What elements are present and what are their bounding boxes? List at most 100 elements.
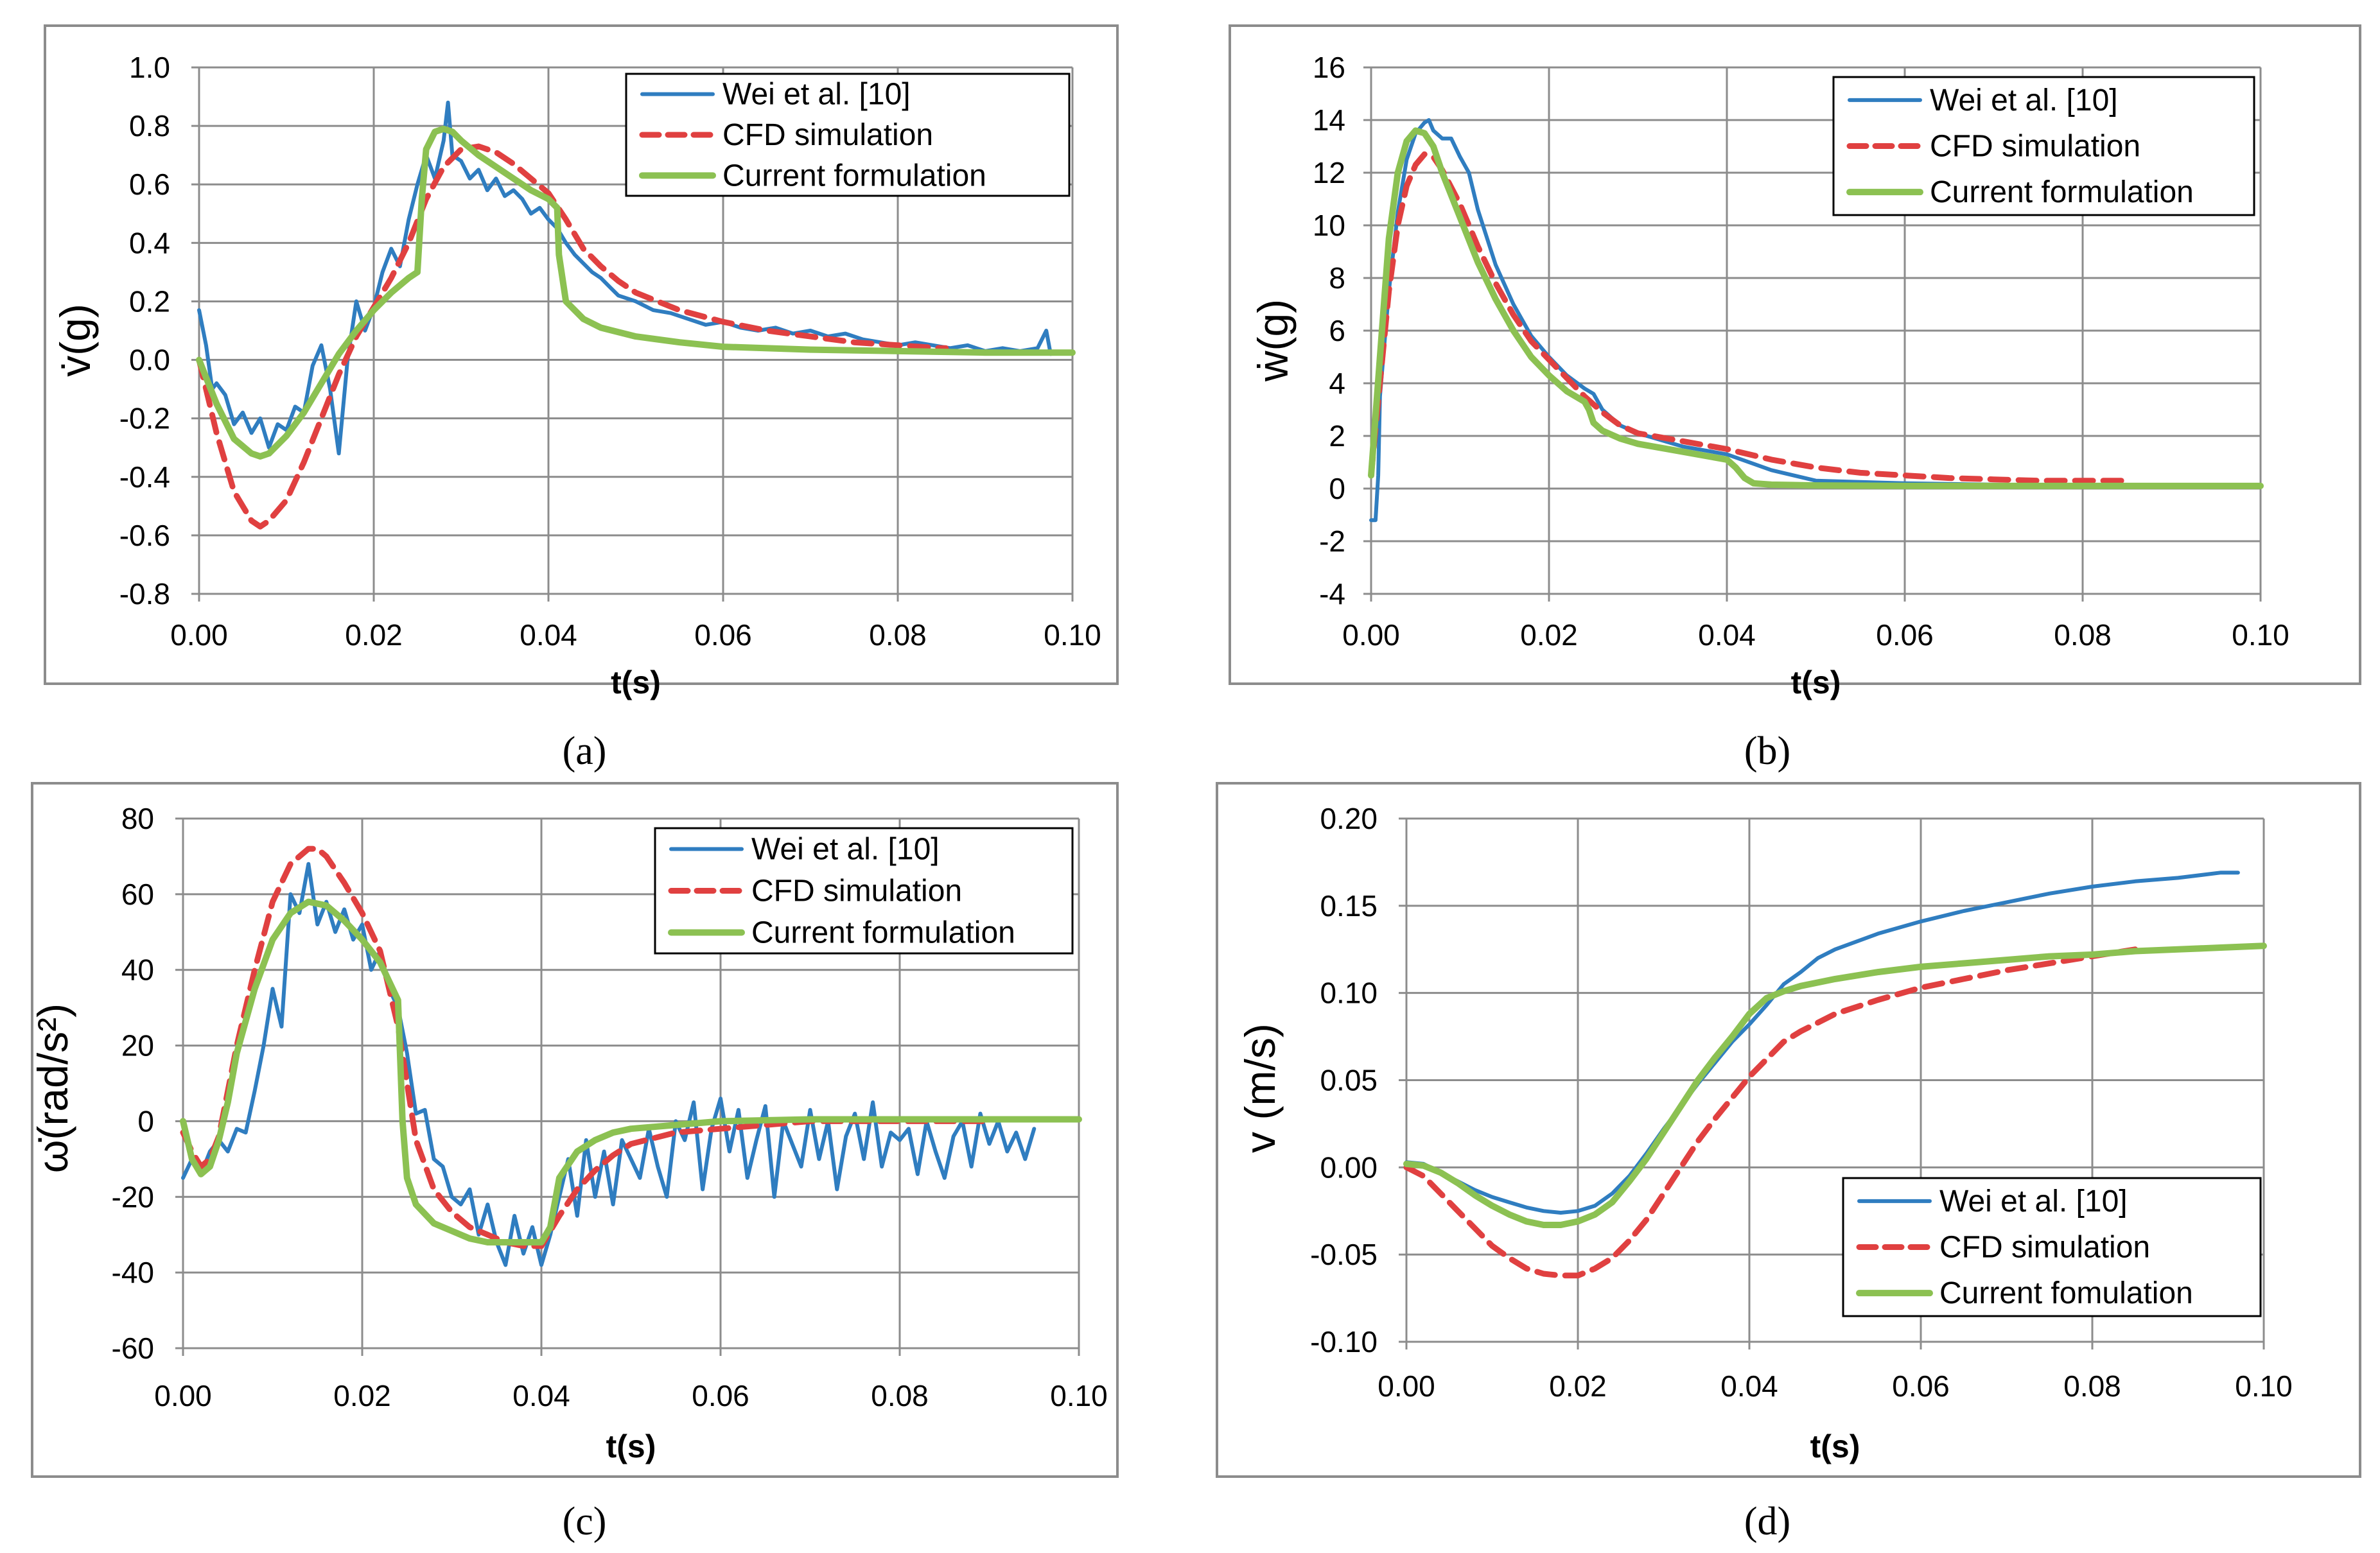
panel-caption: (b) (1744, 729, 1790, 773)
x-tick-label: 0.02 (1549, 1369, 1607, 1403)
x-tick-label: 0.04 (1698, 618, 1756, 652)
legend-label: Wei et al. [10] (1930, 83, 2118, 117)
y-tick-label: 0 (137, 1104, 154, 1138)
series-line-wei (1404, 871, 2240, 1215)
x-tick-label: 0.08 (2063, 1369, 2121, 1403)
legend-label: Current formulation (751, 916, 1015, 950)
chart-frame (44, 24, 1119, 685)
x-tick-label: 0.10 (2232, 618, 2289, 652)
y-tick-label: -20 (112, 1180, 154, 1213)
legend: Wei et al. [10] CFD simulation Current for… (1832, 76, 2255, 216)
y-tick-label: 20 (121, 1029, 154, 1063)
y-tick-label: 6 (1329, 314, 1345, 347)
y-tick-label: 2 (1329, 419, 1345, 453)
panel-caption: (d) (1744, 1500, 1790, 1543)
y-tick-label: 10 (1313, 209, 1345, 242)
panel-caption: (a) (563, 729, 607, 773)
x-tick-label: 0.08 (2054, 618, 2112, 652)
series-line-wei (197, 100, 1053, 456)
y-axis-label: v (m/s) (1236, 1023, 1284, 1153)
y-tick-label: 60 (121, 878, 154, 911)
y-tick-label: -0.05 (1310, 1238, 1378, 1271)
x-tick-label: 0.00 (170, 618, 228, 652)
y-tick-label: -4 (1319, 577, 1345, 611)
x-tick-label: 0.06 (692, 1379, 749, 1412)
y-tick-label: -40 (112, 1256, 154, 1289)
legend-label: Current formulation (722, 159, 986, 193)
y-tick-label: 0.10 (1320, 976, 1378, 1010)
x-axis-label: t(s) (1791, 664, 1841, 700)
x-tick-label: 0.06 (1892, 1369, 1950, 1403)
legend: Wei et al. [10] CFD simulation Current for… (654, 827, 1074, 955)
y-tick-label: 0.2 (129, 284, 170, 318)
y-tick-label: 4 (1329, 367, 1345, 400)
y-tick-label: -0.2 (119, 402, 170, 435)
x-tick-label: 0.00 (1342, 618, 1400, 652)
y-tick-label: -2 (1319, 525, 1345, 558)
legend-label: Current formulation (1930, 175, 2194, 209)
y-tick-label: -0.4 (119, 460, 170, 494)
x-tick-label: 0.00 (154, 1379, 212, 1412)
series-line-cfd (1368, 151, 2130, 484)
y-tick-label: 0.15 (1320, 889, 1378, 923)
chart-frame (31, 782, 1119, 1478)
x-axis-label: t(s) (1810, 1428, 1860, 1464)
y-tick-label: -0.10 (1310, 1325, 1378, 1358)
legend: Wei et al. [10] CFD simulation Current fom… (1842, 1177, 2262, 1317)
x-tick-label: 0.02 (1520, 618, 1578, 652)
y-tick-label: 0.05 (1320, 1064, 1378, 1097)
x-tick-label: 0.04 (512, 1379, 570, 1412)
x-tick-label: 0.02 (345, 618, 403, 652)
y-tick-label: -60 (112, 1332, 154, 1365)
y-tick-label: 0.4 (129, 226, 170, 259)
x-tick-label: 0.10 (2235, 1369, 2293, 1403)
y-tick-label: -0.8 (119, 577, 170, 611)
y-tick-label: 0.8 (129, 109, 170, 143)
x-tick-label: 0.00 (1378, 1369, 1435, 1403)
y-axis-label: v̇(g) (51, 304, 99, 377)
series-line-cfd (196, 143, 949, 530)
chart-panel-d: -0.10 -0.05 0.00 0.05 0.10 0.15 0.20 0.00 0.02 0.… (1216, 782, 2361, 1543)
chart-frame (1216, 782, 2361, 1478)
y-tick-label: 40 (121, 953, 154, 987)
legend-label: Wei et al. [10] (1939, 1184, 2128, 1219)
series-line-wei (1369, 118, 2262, 523)
series-line-current (1403, 942, 2267, 1228)
chart-panel-b: -4 -2 0 2 4 6 8 10 12 14 16 0.00 0.02 0.04 0.06 0.08 0.1… (1229, 24, 2361, 773)
series-line-current (1368, 127, 2264, 489)
legend-label: CFD simulation (1930, 130, 2140, 164)
x-tick-label: 0.02 (333, 1379, 391, 1412)
chart-panel-a: -0.8 -0.6 -0.4 -0.2 0.0 0.2 0.4 0.6 0.8 1.0 0.00 0.… (44, 24, 1119, 773)
x-tick-label: 0.08 (871, 1379, 929, 1412)
y-tick-label: 1.0 (129, 51, 170, 84)
legend-label: Wei et al. [10] (722, 78, 911, 112)
x-tick-label: 0.04 (1720, 1369, 1778, 1403)
y-tick-label: 0.20 (1320, 802, 1378, 835)
series-line-current (196, 125, 1076, 460)
chart-panel-c: -60 -40 -20 0 20 40 60 80 0.00 0.02 0.04 0.06 0.08 0.… (29, 782, 1119, 1543)
y-tick-label: 16 (1313, 51, 1345, 84)
legend-label: CFD simulation (1939, 1231, 2150, 1265)
x-axis-label: t(s) (606, 1428, 656, 1464)
y-tick-label: -0.6 (119, 519, 170, 552)
panel-caption: (c) (563, 1500, 607, 1543)
chart-frame (1229, 24, 2361, 685)
legend-label: Wei et al. [10] (751, 833, 940, 867)
legend: Wei et al. [10] CFD simulation Current for… (625, 73, 1071, 197)
y-tick-label: 8 (1329, 261, 1345, 295)
y-tick-label: 0.0 (129, 343, 170, 377)
x-axis-label: t(s) (611, 664, 661, 700)
x-tick-label: 0.08 (869, 618, 927, 652)
x-tick-label: 0.10 (1044, 618, 1101, 652)
y-tick-label: 0 (1329, 472, 1345, 505)
x-tick-label: 0.06 (1876, 618, 1934, 652)
y-axis-label: ẇ(g) (1249, 299, 1297, 382)
y-tick-label: 80 (121, 802, 154, 835)
legend-label: CFD simulation (751, 874, 962, 908)
y-tick-label: 0.00 (1320, 1150, 1378, 1184)
y-tick-label: 12 (1313, 156, 1345, 189)
y-axis-label: ω̇(rad/s²) (29, 1003, 76, 1173)
legend-label: Current fomulation (1939, 1276, 2193, 1310)
